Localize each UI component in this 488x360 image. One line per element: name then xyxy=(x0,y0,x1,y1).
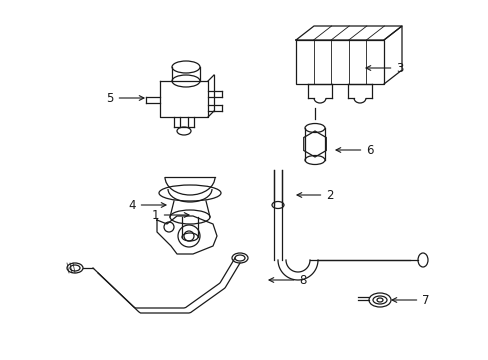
Bar xyxy=(295,40,383,84)
Text: 1: 1 xyxy=(151,208,188,221)
Text: 7: 7 xyxy=(391,293,429,306)
Text: 6: 6 xyxy=(335,144,373,157)
Text: 8: 8 xyxy=(268,274,306,287)
Text: 2: 2 xyxy=(296,189,333,202)
Text: 4: 4 xyxy=(128,198,165,212)
Text: 5: 5 xyxy=(106,91,143,104)
Text: 3: 3 xyxy=(366,62,403,75)
